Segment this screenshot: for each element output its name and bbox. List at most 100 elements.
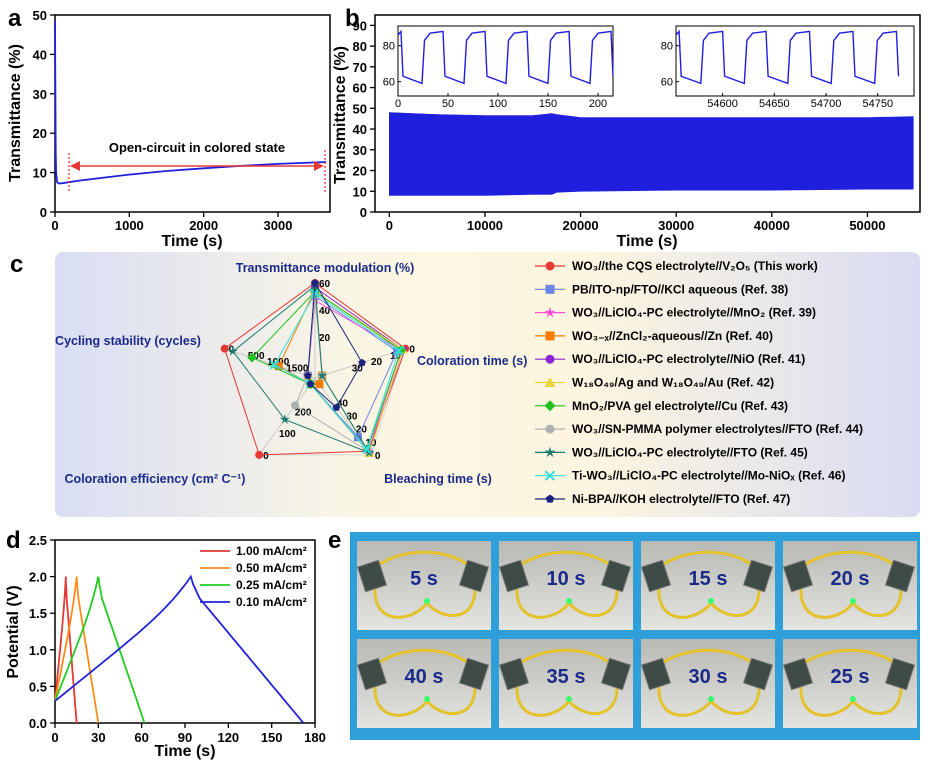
ec-device-right [600,657,632,691]
ec-device-left [782,559,814,593]
radar-marker [544,377,556,387]
x-tick-label: 90 [178,730,192,745]
radar-tick-label: 20 [371,357,383,368]
legend-label: WO₃//LiClO₄-PC electrolyte//MnO₂ (Ref. 3… [572,306,816,320]
led-indicator [566,598,572,604]
inset-late-cycles: 54600 54650 54700 54750 60 80 [661,25,915,110]
y-tick-label: 60 [353,81,367,96]
radar-marker [393,346,404,356]
ec-device-left [498,657,530,691]
radar-tick-label: 40 [319,306,331,317]
photo-grid: 5 s 10 s 15 s 20 s 40 s 35 s 30 s 25 s [356,541,917,728]
ec-device-right [458,657,490,691]
radar-tick-label: 100 [279,429,296,440]
radar-marker [304,371,312,379]
y-tick-label: 0.5 [29,679,47,694]
radar-marker [545,494,555,503]
radar-chart: 2040603020100403020100200100015001000500… [220,279,415,462]
radar-legend: WO₃//the CQS electrolyte//V₂O₅ (This wor… [535,259,863,506]
inset-y-tick-label: 80 [661,41,673,53]
y-tick-label: 40 [353,122,367,137]
gcd-curve [54,576,146,724]
radar-marker [317,370,328,381]
y-tick-label: 10 [353,184,367,199]
radar-series-line [273,292,400,451]
y-tick-label: 70 [353,60,367,75]
ec-device-left [356,657,388,691]
radar-marker [545,424,555,434]
led-indicator [850,696,856,702]
radar-axis-label-0: Transmittance modulation (%) [236,261,415,275]
y-tick-label: 80 [353,39,367,54]
inset-x-tick-label: 54700 [811,98,842,110]
legend-label: WO₃₋ₓ//ZnCl₂-aqueous//Zn (Ref. 40) [572,329,773,343]
led-indicator [424,696,430,702]
radar-marker [306,380,315,388]
led-indicator [566,696,572,702]
y-axis-label-b: Transmittance (%) [332,46,349,184]
charge-discharge-curves [54,574,305,724]
radar-tick-label: 30 [352,363,364,374]
led-indicator [708,598,714,604]
legend-label: 0.50 mA/cm² [236,561,307,575]
radar-tick-label: 0 [409,345,415,356]
radar-marker [315,380,324,389]
ec-device-right [458,559,490,593]
panel-b: b 0 10000 20000 30000 40000 50000 0 10 20 30 40 50 6… [332,5,921,250]
inset-early-cycles: 0 50 100 150 200 60 80 [383,25,614,110]
x-tick-label: 120 [217,730,239,745]
photo-tile: 30 s [640,639,775,728]
inset-x-tick-label: 150 [539,98,557,110]
y-tick-label: 20 [353,164,367,179]
legend-label: MnO₂/PVA gel electrolyte//Cu (Ref. 43) [572,399,788,413]
arrow-head-left [70,161,80,171]
x-tick-label: 150 [261,730,283,745]
radar-marker [362,444,372,454]
plot-frame-b [374,14,921,213]
radar-spoke [258,377,316,456]
radar-tick-label: 20 [319,333,331,344]
radar-marker [358,358,366,366]
axis-ticks-a: 0 1000 2000 3000 0 10 20 30 40 50 [33,8,293,233]
radar-spoke [224,348,316,379]
x-tick-label: 2000 [189,218,218,233]
photo-tile: 15 s [640,541,775,630]
ec-device-right [742,559,774,593]
x-axis-label-d: Time (s) [154,743,215,760]
radar-tick-label: 30 [346,412,358,423]
inset-x-tick-label: 0 [395,98,401,110]
y-tick-label: 1.0 [29,643,47,658]
radar-marker [545,261,555,271]
panel-d: d 0 30 60 90 120 150 180 0.0 0.5 1.0 1.5 2.0 2.5 Tim… [5,527,326,760]
inset-x-tick-label: 54650 [759,98,790,110]
y-tick-label: 2.5 [29,533,47,548]
radar-marker [545,284,555,294]
radar-series-line [307,281,363,409]
elapsed-time-label: 25 s [831,666,870,688]
panel-c: c 20406030201004030201002001000150010005… [10,251,920,517]
inset-x-tick-label: 54600 [707,98,738,110]
inset-x-tick-label: 200 [589,98,607,110]
inset-cycle-line [675,29,900,85]
radar-marker [545,354,555,364]
x-tick-label: 0 [51,730,58,745]
photo-tile: 5 s [356,541,491,630]
radar-tick-label: 40 [337,399,349,410]
ec-device-left [640,559,672,593]
ec-device-left [640,657,672,691]
y-tick-label: 0 [40,205,47,220]
legend-label: Ti-WO₃//LiClO₄-PC electrolyte//Mo-NiOₓ (… [572,469,845,483]
x-tick-label: 50000 [849,218,885,233]
radar-tick-label: 500 [248,351,265,362]
radar-tick-label: 200 [295,407,312,418]
inset-frame [397,25,614,97]
panel-label-b: b [345,5,360,32]
panel-label-c: c [10,251,23,278]
x-tick-label: 30 [91,730,105,745]
elapsed-time-label: 15 s [689,568,728,590]
inset-y-tick-label: 60 [383,77,395,89]
photo-tile: 20 s [782,541,917,630]
y-tick-label: 50 [353,101,367,116]
radar-marker [544,306,556,318]
